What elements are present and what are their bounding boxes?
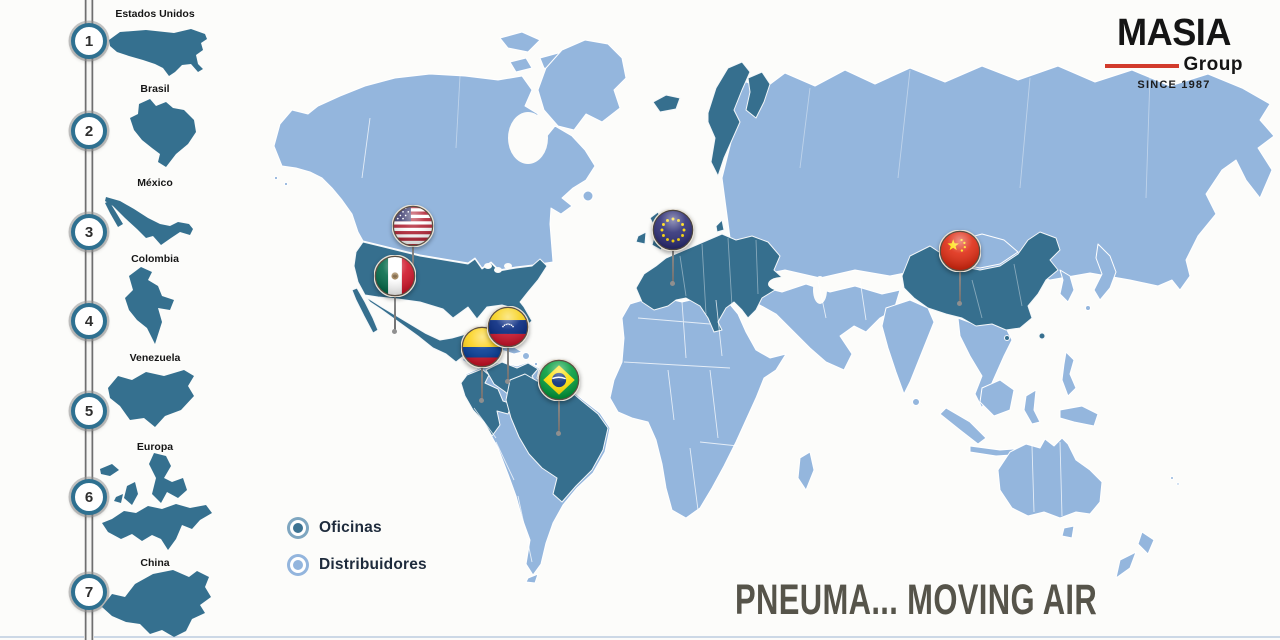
offices-label: Oficinas	[319, 519, 382, 536]
sidebar-label-europa: Europa	[136, 441, 174, 453]
brand-red-line	[1105, 63, 1179, 69]
region-scandinavia	[707, 61, 751, 177]
country-japan	[1093, 243, 1117, 301]
country-colombia	[460, 368, 513, 437]
world-map	[270, 18, 1280, 628]
sidebar-label-colombia: Colombia	[131, 253, 179, 265]
china-flag-icon	[939, 230, 981, 272]
brand-subname: Group	[1183, 54, 1243, 75]
pin-stick	[556, 380, 563, 436]
sidebar-number-1: 1	[71, 23, 107, 59]
number-label: 4	[84, 312, 94, 330]
country-mexico	[351, 287, 379, 334]
number-label: 7	[84, 583, 94, 601]
pin-stick	[670, 230, 677, 286]
pin-stick	[957, 251, 964, 306]
usa-flag-icon	[392, 205, 434, 247]
sidebar-label-estados-unidos: Estados Unidos	[115, 8, 195, 20]
number-label: 5	[84, 402, 94, 420]
islands-philippines	[1061, 351, 1077, 397]
sidebar-label-china: China	[140, 557, 170, 569]
bottom-divider	[0, 636, 1280, 638]
pin-stick	[392, 276, 399, 334]
country-iceland	[652, 94, 681, 113]
country-india	[881, 299, 935, 395]
island-madagascar	[797, 451, 815, 491]
sidebar-number-2: 2	[71, 113, 107, 149]
sidebar-label-mexico: México	[137, 177, 173, 189]
brazil-flag-icon	[538, 359, 580, 401]
sidebar-number-3: 3	[71, 214, 107, 250]
distributors-label: Distribuidores	[319, 556, 427, 573]
map-legend: Oficinas Distribuidores	[290, 513, 427, 587]
mexico-silhouette-icon	[105, 197, 193, 245]
number-label: 2	[84, 122, 94, 140]
colombia-silhouette-icon	[125, 267, 174, 344]
eu-flag-icon	[652, 209, 694, 251]
sidebar-number-7: 7	[71, 574, 107, 610]
china-silhouette-icon	[102, 570, 211, 637]
sidebar-label-venezuela: Venezuela	[129, 352, 181, 364]
continent-africa	[609, 295, 787, 519]
mexico-flag-icon	[374, 255, 416, 297]
offices-dot-icon	[290, 520, 306, 536]
usa-silhouette-icon	[109, 29, 207, 76]
country-greenland	[537, 39, 627, 131]
legend-distributors-row: Distribuidores	[290, 550, 427, 580]
country-australia	[997, 437, 1103, 519]
brazil-silhouette-icon	[130, 99, 196, 167]
pin-stick	[479, 347, 486, 403]
sidebar-number-6: 6	[71, 479, 107, 515]
brand-group-row: Group	[1105, 54, 1243, 76]
country-border-lines	[361, 69, 1151, 563]
sidebar-number-4: 4	[71, 303, 107, 339]
distributors-dot-icon	[290, 557, 306, 573]
brand-name: MASIA	[1117, 12, 1231, 54]
region-korea	[1059, 269, 1075, 303]
country-new-zealand	[1137, 531, 1155, 555]
sidebar-label-brasil: Brasil	[140, 83, 170, 95]
legend-offices-row: Oficinas	[290, 513, 427, 543]
number-label: 3	[84, 223, 94, 241]
tagline: PNEUMA... MOVING AIR	[735, 576, 1098, 624]
brand-since: SINCE 1987	[1137, 79, 1211, 91]
venezuela-flag-icon	[487, 306, 529, 348]
pin-stick	[505, 327, 512, 384]
island-new-guinea	[1059, 405, 1099, 427]
number-label: 1	[84, 32, 94, 50]
distributor-regions	[273, 31, 1275, 584]
brand-logo: MASIA Group SINCE 1987	[1098, 14, 1250, 91]
venezuela-silhouette-icon	[108, 370, 194, 427]
number-label: 6	[84, 488, 94, 506]
europe-silhouette-icon	[100, 453, 212, 550]
sidebar-number-5: 5	[71, 393, 107, 429]
